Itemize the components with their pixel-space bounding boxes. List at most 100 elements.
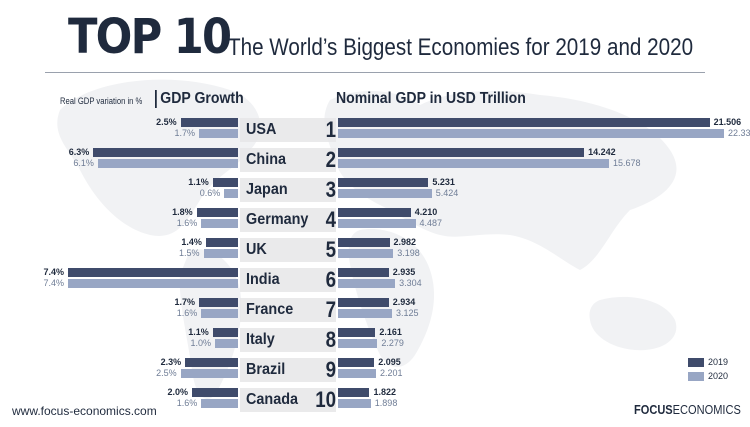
growth-label-2020: 2.5% — [156, 368, 177, 378]
rank-number: 3 — [325, 177, 336, 202]
gdp-label-2019: 2.935 — [392, 267, 416, 277]
country-box — [240, 268, 336, 292]
gdp-bar-2020 — [338, 369, 377, 378]
growth-bar-2019 — [180, 118, 238, 127]
rank-number: 8 — [325, 327, 336, 352]
growth-label-2019: 7.4% — [43, 267, 64, 277]
country-name: UK — [246, 241, 267, 258]
growth-bar-2020 — [224, 189, 238, 198]
gdp-bar-2020 — [338, 249, 394, 258]
growth-note: Real GDP variation in % — [60, 96, 143, 106]
growth-label-2020: 1.0% — [190, 338, 212, 348]
gdp-label-2019: 4.210 — [414, 207, 438, 217]
country-box — [240, 298, 336, 322]
growth-label-2020: 1.5% — [179, 248, 200, 258]
gdp-label-2019: 14.242 — [588, 147, 616, 157]
gdp-label-2020: 15.678 — [612, 158, 641, 168]
country-name: Brazil — [246, 361, 286, 378]
country-box — [240, 178, 336, 202]
rank-number: 6 — [325, 267, 336, 292]
legend-label-2020: 2020 — [708, 371, 729, 381]
growth-label-2019: 2.5% — [156, 117, 177, 127]
growth-label-2019: 1.7% — [174, 297, 195, 307]
rank-number: 7 — [325, 297, 336, 322]
growth-bar-2020 — [201, 399, 238, 408]
gdp-label-2020: 22.336 — [728, 128, 750, 138]
country-box — [240, 238, 336, 262]
gdp-label-2020: 4.487 — [419, 218, 443, 228]
gdp-label-2020: 2.201 — [380, 368, 403, 378]
gdp-bar-2019 — [338, 208, 411, 217]
gdp-bar-2019 — [338, 148, 585, 157]
gdp-label-2019: 2.934 — [392, 297, 416, 307]
growth-bar-2020 — [97, 159, 238, 168]
country-box — [240, 208, 336, 232]
growth-bar-2019 — [196, 208, 238, 217]
growth-bar-2020 — [203, 249, 238, 258]
growth-label-2020: 1.6% — [176, 398, 198, 408]
growth-bar-2019 — [198, 298, 238, 307]
gdp-bar-2020 — [338, 309, 392, 318]
growth-bar-2019 — [185, 358, 238, 367]
header: TOP 10 The World’s Biggest Economies for… — [68, 6, 718, 66]
growth-panel-title: GDP Growth — [155, 90, 244, 108]
legend-swatch-2019 — [688, 358, 704, 367]
gdp-bar-2019 — [338, 268, 389, 277]
country-box — [240, 358, 336, 382]
top-title: TOP 10 — [68, 9, 232, 65]
gdp-label-2020: 2.279 — [381, 338, 404, 348]
gdp-bar-2019 — [338, 358, 375, 367]
gdp-bar-2019 — [338, 118, 710, 127]
gdp-label-2020: 5.424 — [435, 188, 459, 198]
country-name: USA — [246, 121, 277, 138]
country-name: France — [246, 301, 294, 318]
country-box — [240, 148, 336, 172]
country-box — [240, 328, 336, 352]
rank-number: 1 — [325, 117, 336, 142]
footer-logo: FOCUSECONOMICS — [634, 402, 741, 417]
country-name: Japan — [246, 181, 288, 198]
logo-bold: FOCUS — [634, 402, 673, 417]
country-box — [240, 388, 336, 412]
logo-light: ECONOMICS — [672, 402, 741, 417]
gdp-label-2020: 1.898 — [374, 398, 398, 408]
gdp-bar-2020 — [338, 279, 396, 288]
gdp-label-2019: 2.095 — [378, 357, 401, 367]
gdp-bar-2020 — [338, 399, 371, 408]
gdp-bar-2019 — [338, 178, 429, 187]
growth-label-2020: 0.6% — [199, 188, 221, 198]
gdp-label-2020: 3.304 — [399, 278, 422, 288]
growth-label-2020: 1.6% — [176, 308, 198, 318]
gdp-label-2019: 2.161 — [379, 327, 402, 337]
rank-number: 4 — [325, 207, 336, 232]
country-name: Germany — [246, 211, 309, 228]
gdp-bar-2019 — [338, 238, 390, 247]
rank-number: 9 — [325, 357, 336, 382]
growth-label-2019: 1.1% — [188, 327, 209, 337]
growth-label-2020: 6.1% — [73, 158, 94, 168]
growth-label-2020: 7.4% — [43, 278, 64, 288]
country-name: India — [246, 271, 280, 288]
footer-url: www.focus-economics.com — [12, 404, 157, 418]
growth-label-2019: 1.8% — [172, 207, 193, 217]
gdp-bar-2020 — [338, 159, 609, 168]
gdp-label-2019: 1.822 — [373, 387, 397, 397]
growth-label-2019: 2.3% — [160, 357, 182, 367]
growth-label-2020: 1.7% — [174, 128, 195, 138]
growth-label-2020: 1.6% — [176, 218, 198, 228]
growth-bar-2019 — [93, 148, 238, 157]
gdp-bar-2020 — [338, 339, 378, 348]
growth-bar-2020 — [180, 369, 238, 378]
growth-label-2019: 1.4% — [181, 237, 202, 247]
growth-bar-2019 — [205, 238, 238, 247]
gdp-label-2019: 2.982 — [393, 237, 417, 247]
subtitle: The World’s Biggest Economies for 2019 a… — [228, 34, 694, 61]
legend-label-2019: 2019 — [708, 357, 729, 367]
gdp-label-2019: 5.231 — [432, 177, 455, 187]
growth-bar-2019 — [212, 178, 238, 187]
gdp-bar-2019 — [338, 298, 389, 307]
legend-swatch-2020 — [688, 372, 704, 381]
gdp-bar-2019 — [338, 328, 376, 337]
growth-bar-2019 — [192, 388, 238, 397]
rank-number: 5 — [325, 237, 336, 262]
